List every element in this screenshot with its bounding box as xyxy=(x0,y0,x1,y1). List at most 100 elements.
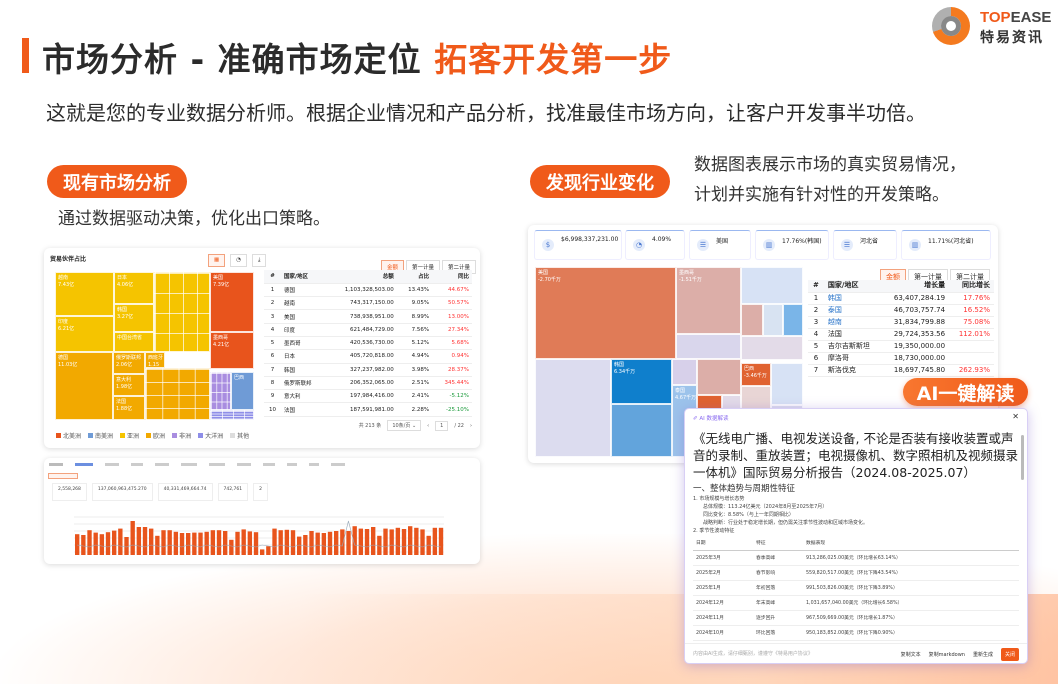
treemap-cell[interactable]: 巴西 xyxy=(231,372,254,410)
trend-bar[interactable] xyxy=(167,530,172,555)
trend-bar[interactable] xyxy=(315,532,320,555)
treemap-cell[interactable] xyxy=(697,359,741,395)
treemap-cell[interactable]: 俄罗斯联邦 2.06亿 xyxy=(113,352,145,374)
pie-view-icon[interactable]: ◔ xyxy=(230,254,248,267)
trend-bar[interactable] xyxy=(364,529,370,555)
treemap-cell[interactable] xyxy=(611,404,672,457)
tab[interactable] xyxy=(209,463,225,466)
treemap-cell[interactable]: 日本 4.06亿 xyxy=(114,272,154,304)
treemap-cell[interactable]: 美国 -2.70千万 xyxy=(535,267,676,359)
treemap-cell[interactable] xyxy=(741,304,763,336)
treemap-cell[interactable]: 中国台湾省 xyxy=(114,332,154,352)
treemap-cell[interactable]: 韩国 6.34千万 xyxy=(611,359,672,404)
tab[interactable] xyxy=(237,463,251,466)
trend-bar[interactable] xyxy=(179,533,185,555)
trend-bar[interactable] xyxy=(155,535,160,555)
tab[interactable] xyxy=(105,463,119,466)
trend-bar[interactable] xyxy=(438,527,444,555)
trend-bar[interactable] xyxy=(432,527,438,555)
legend-item[interactable]: 欧洲 xyxy=(146,431,165,440)
trend-bar[interactable] xyxy=(377,535,382,555)
table-row[interactable]: 5 墨西哥 420,536,730.00 5.12% 5.68% xyxy=(264,336,472,351)
trend-bar[interactable] xyxy=(161,530,166,555)
table-cell[interactable]: 越南 xyxy=(823,316,882,329)
trend-bar[interactable] xyxy=(223,531,228,555)
trend-bar[interactable] xyxy=(87,530,92,555)
trend-bar[interactable] xyxy=(210,530,216,555)
page-size-select[interactable]: 10条/页 ⌄ xyxy=(387,420,422,431)
table-row[interactable]: 1 韩国 63,407,284.19 17.76% xyxy=(808,292,994,305)
prev-page[interactable]: ‹ xyxy=(427,422,430,429)
current-page[interactable]: 1 xyxy=(435,420,449,431)
trend-bar[interactable] xyxy=(272,528,277,555)
treemap-cell[interactable]: 墨西哥 4.21亿 xyxy=(210,332,254,369)
trend-bar[interactable] xyxy=(241,529,246,555)
trend-bar[interactable] xyxy=(321,533,327,555)
trend-bar[interactable] xyxy=(297,536,302,555)
legend-item[interactable]: 其他 xyxy=(230,431,249,440)
trend-bar[interactable] xyxy=(112,530,117,555)
legend-item[interactable]: 非洲 xyxy=(172,431,191,440)
tab[interactable] xyxy=(287,463,297,466)
trend-bar[interactable] xyxy=(136,527,142,555)
trend-bar[interactable] xyxy=(389,529,394,555)
trend-bar[interactable] xyxy=(420,529,425,555)
trend-bar[interactable] xyxy=(99,534,105,555)
treemap-cell[interactable]: 韩国 3.27亿 xyxy=(114,304,154,332)
scrollbar[interactable] xyxy=(1021,435,1024,480)
treemap-cell[interactable] xyxy=(154,272,210,352)
trend-bar[interactable] xyxy=(414,527,419,555)
trend-bar[interactable] xyxy=(426,535,431,555)
legend-item[interactable]: 大洋洲 xyxy=(198,431,223,440)
trend-bar[interactable] xyxy=(247,531,253,555)
trend-bar[interactable] xyxy=(334,531,339,555)
trend-bar[interactable] xyxy=(309,531,314,555)
table-row[interactable]: 9 意大利 197,984,416.00 2.41% -5.12% xyxy=(264,389,472,404)
treemap-cell[interactable]: 意大利 1.98亿 xyxy=(113,374,145,396)
filter-button[interactable] xyxy=(48,473,78,479)
table-row[interactable]: 8 俄罗斯联邦 206,352,065.00 2.51% 345.44% xyxy=(264,376,472,391)
ai-interpret-button[interactable]: AI一键解读 xyxy=(903,378,1028,406)
trend-bar[interactable] xyxy=(173,531,179,555)
treemap-cell[interactable] xyxy=(535,359,611,457)
table-row[interactable]: 10 法国 187,591,981.00 2.28% -25.10% xyxy=(264,402,472,417)
trend-bar[interactable] xyxy=(284,529,290,555)
tab[interactable] xyxy=(309,463,319,466)
trend-bar[interactable] xyxy=(303,535,308,555)
treemap-cell[interactable] xyxy=(763,304,783,336)
treemap-cell[interactable]: 巴西 -3.46千万 xyxy=(741,363,771,386)
trend-bar[interactable] xyxy=(358,528,364,555)
treemap-cell[interactable] xyxy=(210,410,254,420)
legend-item[interactable]: 亚洲 xyxy=(120,431,139,440)
legend-item[interactable]: 南美洲 xyxy=(88,431,113,440)
treemap-cell[interactable] xyxy=(741,267,803,304)
tab-active[interactable] xyxy=(75,463,93,466)
treemap-cell[interactable]: 印度 6.21亿 xyxy=(55,316,114,352)
close-icon[interactable]: ✕ xyxy=(1012,412,1019,421)
legend-item[interactable]: 北美洲 xyxy=(56,431,81,440)
trend-bar[interactable] xyxy=(229,539,234,555)
trend-bar[interactable] xyxy=(395,527,401,555)
trend-bar[interactable] xyxy=(260,549,265,555)
trend-bar[interactable] xyxy=(75,534,80,555)
trend-bar[interactable] xyxy=(290,530,296,555)
treemap-cell[interactable] xyxy=(741,336,803,360)
treemap-cell[interactable]: 越南 7.43亿 xyxy=(55,272,114,316)
trend-bar[interactable] xyxy=(198,532,203,555)
treemap-cell[interactable] xyxy=(210,372,231,410)
trend-bar[interactable] xyxy=(401,529,407,555)
trend-bar[interactable] xyxy=(253,532,259,555)
table-row[interactable]: 6 摩洛哥 18,730,000.00 xyxy=(808,352,994,365)
table-row[interactable]: 1 德国 1,103,328,503.00 13.43% 44.67% xyxy=(264,283,472,298)
treemap-cell[interactable] xyxy=(783,304,803,336)
trend-bar[interactable] xyxy=(266,546,271,555)
trend-bar[interactable] xyxy=(192,532,197,555)
trend-bar[interactable] xyxy=(408,526,413,555)
table-row[interactable]: 7 斯洛伐克 18,697,745.80 262.93% xyxy=(808,364,994,377)
copy-markdown-button[interactable]: 复制markdown xyxy=(928,652,965,658)
table-row[interactable]: 7 韩国 327,237,982.00 3.98% 28.37% xyxy=(264,363,472,377)
treemap-cell[interactable] xyxy=(145,368,210,420)
trend-bar[interactable] xyxy=(278,530,283,555)
close-button[interactable]: 关闭 xyxy=(1000,648,1019,661)
trend-bar[interactable] xyxy=(105,532,111,555)
